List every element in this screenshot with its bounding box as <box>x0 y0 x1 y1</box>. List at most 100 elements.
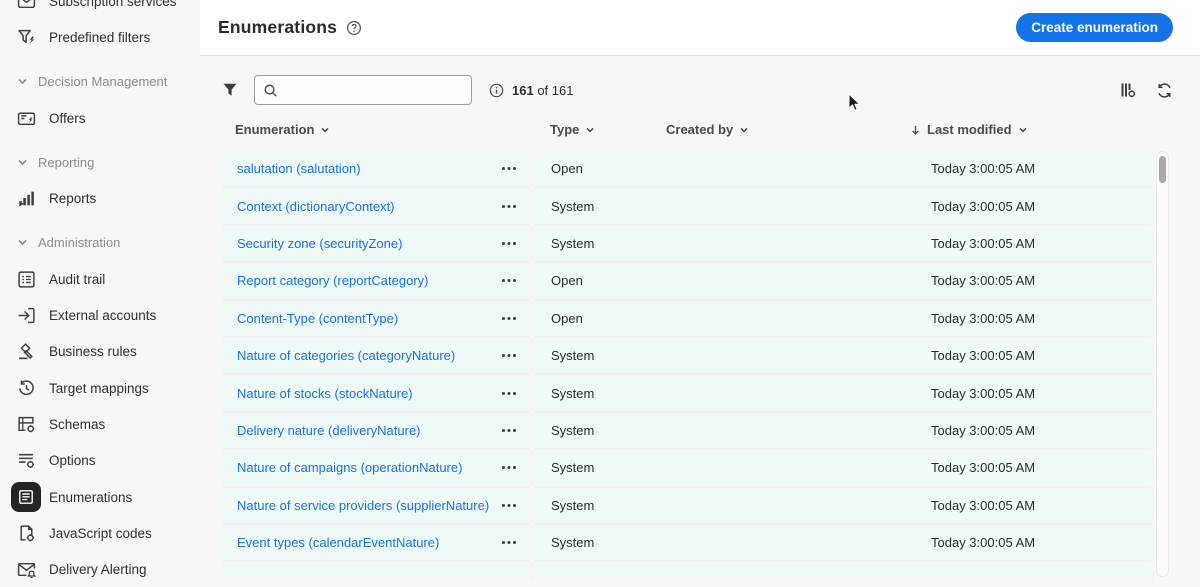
table-row[interactable]: Security zone (securityZone) <box>222 225 530 262</box>
help-icon[interactable] <box>346 20 362 36</box>
chevron-down-icon <box>739 125 749 135</box>
more-actions-icon[interactable] <box>499 164 519 173</box>
sidebar-section-label: Administration <box>38 235 121 251</box>
more-actions-icon[interactable] <box>499 389 519 398</box>
sidebar-item[interactable]: Offers <box>0 100 200 136</box>
reports-icon <box>14 187 38 211</box>
last-modified-cell: Today 3:00:05 AM <box>931 497 1036 513</box>
search-icon <box>263 83 278 98</box>
table-row[interactable]: Report category (reportCategory) <box>222 263 530 299</box>
refresh-icon[interactable] <box>1156 82 1173 99</box>
table-row[interactable]: Nature of service providers (supplierNat… <box>222 487 530 523</box>
count-current: 161 <box>512 82 534 98</box>
sidebar-item-label: Reports <box>49 191 97 207</box>
table-row[interactable]: System Today 3:00:05 AM <box>533 487 1153 523</box>
more-actions-icon[interactable] <box>499 202 519 211</box>
enumeration-link[interactable]: Security zone (securityZone) <box>237 235 403 251</box>
sidebar-item-label: Audit trail <box>49 271 106 287</box>
target-mappings-icon <box>14 376 38 400</box>
more-actions-icon[interactable] <box>499 351 519 360</box>
more-actions-icon[interactable] <box>499 501 519 510</box>
type-cell: Open <box>551 161 583 177</box>
table-row[interactable]: Open Today 3:00:05 AM <box>533 263 1153 299</box>
table-row[interactable]: Nature of categories (categoryNature) <box>222 337 530 374</box>
sidebar-section-header[interactable]: Decision Management <box>0 64 200 100</box>
table-row[interactable]: Content-Type (contentType) <box>222 300 530 336</box>
enumeration-link[interactable]: Nature of campaigns (operationNature) <box>237 460 463 476</box>
table-scrollbar[interactable] <box>1156 151 1169 577</box>
column-header-enumeration[interactable]: Enumeration <box>235 122 330 137</box>
type-cell: System <box>551 535 595 551</box>
enumeration-link[interactable]: Delivery nature (deliveryNature) <box>237 422 421 438</box>
schemas-icon <box>14 412 38 436</box>
enumeration-link[interactable]: Nature of categories (categoryNature) <box>237 348 456 364</box>
sidebar-item[interactable]: Audit trail <box>0 261 200 297</box>
external-accounts-icon <box>14 304 38 328</box>
info-icon <box>489 83 504 98</box>
enumeration-link[interactable]: Nature of service providers (supplierNat… <box>237 497 490 513</box>
table-row[interactable]: salutation (salutation) <box>222 151 530 187</box>
sidebar-item[interactable]: Delivery Alerting <box>0 551 200 587</box>
chevron-down-icon <box>17 237 28 248</box>
enumeration-link[interactable]: Context (dictionaryContext) <box>237 198 395 214</box>
sidebar-item[interactable]: Business rules <box>0 334 200 370</box>
enumerations-table: salutation (salutation) Context (dictiona… <box>222 151 1170 581</box>
table-row[interactable]: Nature of stocks (stockNature) <box>222 375 530 411</box>
type-cell: Open <box>551 310 583 326</box>
enumeration-link[interactable]: Content-Type (contentType) <box>237 310 399 326</box>
sort-down-icon <box>910 124 921 136</box>
table-row[interactable]: Context (dictionaryContext) <box>222 188 530 224</box>
table-row[interactable]: Event types (calendarEventNature) <box>222 524 530 561</box>
sidebar-item[interactable]: Schemas <box>0 406 200 442</box>
sidebar-item[interactable]: Options <box>0 443 200 479</box>
predefined-filters-icon <box>14 25 38 49</box>
enumeration-link[interactable]: Event types (calendarEventNature) <box>237 535 440 551</box>
search-input[interactable] <box>284 82 463 98</box>
table-row[interactable]: Open Today 3:00:05 AM <box>533 300 1153 336</box>
enumeration-link[interactable]: Report category (reportCategory) <box>237 273 429 289</box>
scrollbar-thumb[interactable] <box>1159 156 1166 183</box>
sidebar-section-header[interactable]: Administration <box>0 225 200 261</box>
chevron-down-icon <box>1018 125 1028 135</box>
enumeration-link[interactable]: salutation (salutation) <box>237 161 361 177</box>
more-actions-icon[interactable] <box>499 426 519 435</box>
table-row[interactable]: System Today 3:00:05 AM <box>533 188 1153 224</box>
last-modified-cell: Today 3:00:05 AM <box>931 535 1036 551</box>
table-row[interactable]: System Today 3:00:05 AM <box>533 450 1153 486</box>
sidebar-item-label: Subscription services <box>49 0 177 9</box>
sidebar-item[interactable]: Target mappings <box>0 370 200 406</box>
table-row[interactable]: System Today 3:00:05 AM <box>533 337 1153 374</box>
more-actions-icon[interactable] <box>499 538 519 547</box>
last-modified-cell: Today 3:00:05 AM <box>931 310 1036 326</box>
type-cell: Open <box>551 273 583 289</box>
sidebar-item[interactable]: Reports <box>0 180 200 216</box>
view-settings-icon[interactable] <box>1119 81 1137 99</box>
sidebar-item[interactable]: Subscription services <box>0 0 200 19</box>
filter-icon[interactable] <box>222 82 238 98</box>
sidebar-item-label: External accounts <box>49 308 157 324</box>
sidebar-item[interactable]: JavaScript codes <box>0 515 200 551</box>
type-cell: System <box>551 460 595 476</box>
table-row[interactable]: Nature of campaigns (operationNature) <box>222 450 530 486</box>
sidebar-item[interactable]: Enumerations <box>0 479 200 515</box>
table-row[interactable]: System Today 3:00:05 AM <box>533 524 1153 561</box>
sidebar-item[interactable]: Predefined filters <box>0 19 200 55</box>
more-actions-icon[interactable] <box>499 463 519 472</box>
column-header-last-modified[interactable]: Last modified <box>910 122 1028 137</box>
type-cell: System <box>551 235 595 251</box>
table-row[interactable]: Open Today 3:00:05 AM <box>533 151 1153 187</box>
column-header-created-by[interactable]: Created by <box>666 122 749 137</box>
sidebar-item-label: Target mappings <box>49 380 149 396</box>
sidebar-item[interactable]: External accounts <box>0 297 200 333</box>
more-actions-icon[interactable] <box>499 314 519 323</box>
create-enumeration-button[interactable]: Create enumeration <box>1016 13 1173 42</box>
sidebar-section-header[interactable]: Reporting <box>0 144 200 180</box>
table-row[interactable]: System Today 3:00:05 AM <box>533 412 1153 449</box>
enumeration-link[interactable]: Nature of stocks (stockNature) <box>237 385 413 401</box>
table-row[interactable]: System Today 3:00:05 AM <box>533 375 1153 411</box>
more-actions-icon[interactable] <box>499 276 519 285</box>
column-header-type[interactable]: Type <box>550 122 595 137</box>
more-actions-icon[interactable] <box>499 239 519 248</box>
table-row[interactable]: System Today 3:00:05 AM <box>533 225 1153 262</box>
table-row[interactable]: Delivery nature (deliveryNature) <box>222 412 530 449</box>
